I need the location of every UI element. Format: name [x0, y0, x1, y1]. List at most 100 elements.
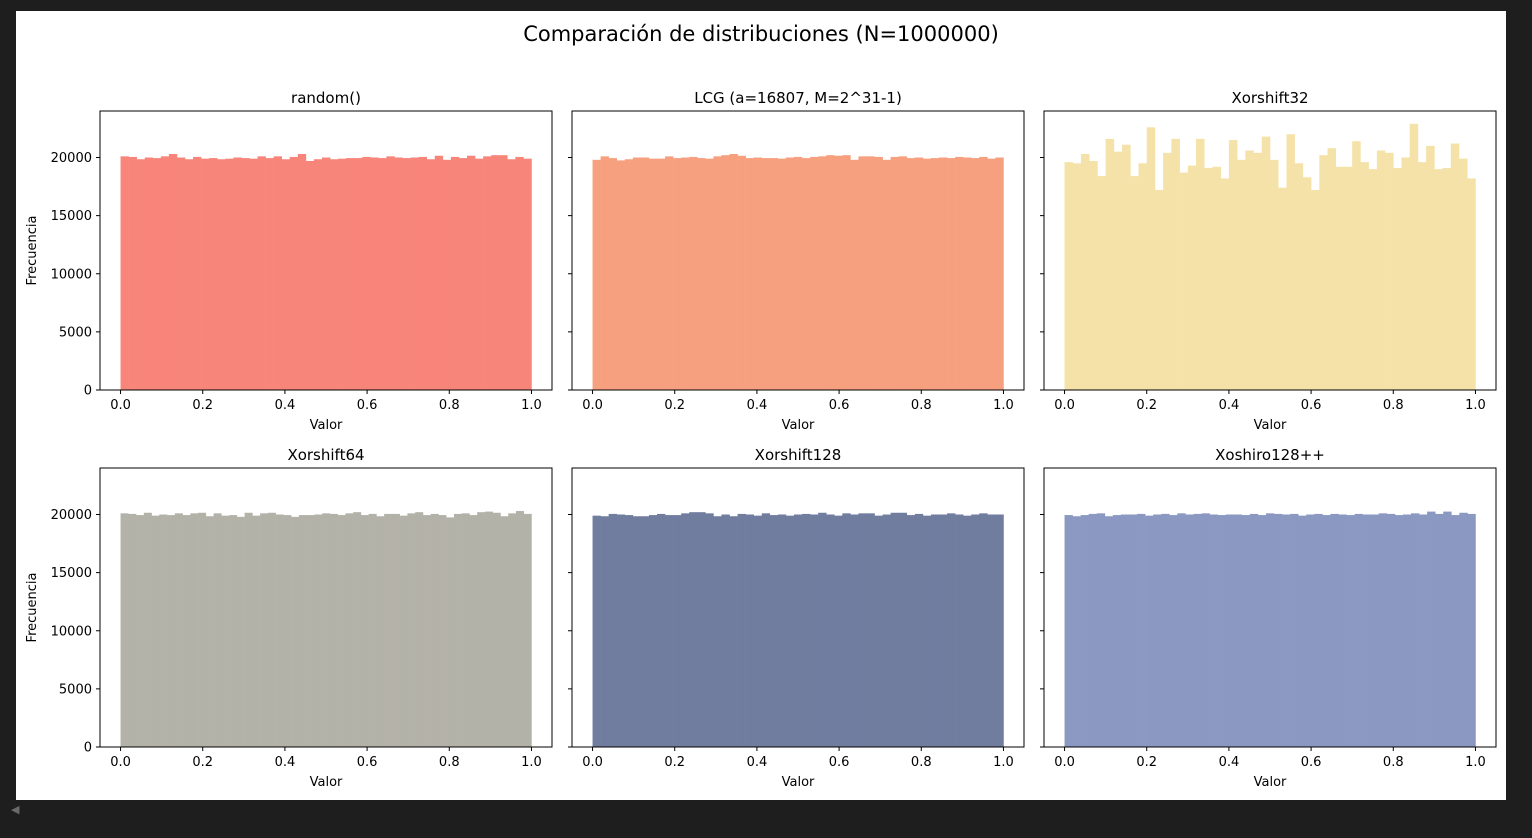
histogram-bar [143, 512, 152, 747]
x-tick-label: 0.4 [747, 398, 768, 413]
x-tick-label: 0.0 [110, 398, 131, 413]
histogram-bar [673, 515, 682, 747]
histogram-bar [632, 157, 642, 390]
histogram-bar [1179, 172, 1189, 390]
histogram-bar [483, 156, 492, 390]
x-tick-label: 0.8 [1383, 755, 1404, 770]
histogram-bar [265, 158, 274, 390]
histogram-bar [252, 515, 261, 747]
histogram-bar [963, 515, 972, 747]
histogram-bar [1193, 513, 1202, 747]
histogram-bar [1401, 157, 1411, 390]
histogram-bar [1330, 513, 1339, 747]
histogram-bar [1343, 166, 1353, 390]
histogram-bar [1145, 515, 1154, 747]
histogram-bar [737, 155, 746, 390]
histogram-bar [745, 514, 754, 747]
histogram-bar [190, 513, 199, 747]
histogram-bar [257, 156, 266, 390]
subplots-svg: 0.0 0.2 0.4 0.6 0.8 1.0 0 5000 10000 15000 20000 ra… [25, 89, 1497, 790]
histogram-bar [1335, 166, 1345, 390]
x-tick-label: 0.4 [275, 398, 296, 413]
histogram-bar [648, 158, 658, 390]
histogram-bar [979, 156, 988, 390]
histogram-bar [273, 156, 282, 390]
histogram-bar [1185, 514, 1194, 747]
histogram-bar [1105, 138, 1115, 390]
histogram-bar [1451, 515, 1460, 747]
histogram-bar [267, 512, 276, 747]
histogram-bar [697, 158, 706, 390]
x-tick-label: 1.0 [521, 755, 542, 770]
histogram-bar [236, 516, 245, 747]
y-tick-label: 10000 [51, 624, 92, 639]
histogram-bar [1233, 514, 1243, 747]
histogram-bar [167, 515, 176, 747]
histogram-bar [761, 513, 771, 747]
histogram-bar [1163, 152, 1172, 390]
histogram-bar [159, 514, 168, 747]
histogram-bar [858, 513, 867, 747]
histogram-bar [1241, 515, 1251, 747]
histogram-bar [229, 515, 238, 747]
histogram-bar [1278, 187, 1287, 390]
histogram-bar [729, 516, 738, 747]
histogram-bar [1146, 127, 1156, 391]
histogram-bar [1204, 167, 1213, 390]
histogram-bar [1209, 514, 1218, 747]
axes-frame [571, 467, 1025, 748]
histogram-bar [1064, 162, 1074, 390]
histogram-bar [938, 514, 948, 747]
histogram-bar [217, 159, 226, 390]
y-tick-label: 15000 [51, 566, 92, 581]
histogram-bar [410, 157, 419, 390]
histogram-bar [198, 512, 207, 747]
histogram-bar [1286, 134, 1295, 390]
histogram-bar [1072, 516, 1081, 747]
histogram-bar [1294, 163, 1304, 390]
histogram-bar [176, 157, 186, 390]
histogram-bar [632, 516, 642, 747]
histogram-bar [289, 156, 299, 390]
y-tick-label: 20000 [51, 508, 92, 523]
histogram-bar [624, 515, 634, 747]
histogram-bar [1394, 515, 1404, 747]
subplot-title: Xorshift64 [287, 446, 364, 464]
histogram-bar [930, 514, 940, 747]
histogram-bar [1171, 138, 1180, 390]
histogram-bar [777, 514, 787, 747]
histogram-bar [890, 512, 900, 747]
y-tick-label: 5000 [59, 325, 92, 340]
axes-frame [1043, 467, 1497, 748]
histogram-bar [657, 158, 666, 390]
histogram-bar [681, 513, 690, 747]
subplot-1: 0.0 0.2 0.4 0.6 0.8 1.0 0 5000 10000 15000 20000 ra… [25, 89, 553, 433]
histogram-bar [1088, 513, 1098, 747]
histogram-bar [484, 511, 493, 747]
histogram-bar [430, 513, 439, 747]
y-tick-label: 15000 [51, 209, 92, 224]
histogram-bar [1427, 511, 1436, 747]
x-tick-label: 0.4 [1219, 398, 1240, 413]
x-axis-label: Valor [1254, 775, 1287, 790]
histogram-bar [182, 515, 191, 747]
histogram-bar [810, 156, 819, 390]
scroll-left-icon[interactable]: ◀ [11, 803, 20, 816]
x-tick-label: 0.6 [1301, 398, 1322, 413]
histogram-bar [466, 155, 476, 390]
histogram-bar [330, 159, 339, 390]
histogram-bar [260, 513, 269, 747]
histogram-bar [1228, 140, 1238, 390]
histogram-bar [1459, 512, 1468, 747]
histogram-bar [882, 159, 891, 390]
histogram-bar [461, 513, 470, 747]
y-tick-label: 5000 [59, 682, 92, 697]
histogram-bar [882, 514, 891, 747]
histogram-bar [1450, 143, 1460, 390]
histogram-bar [600, 156, 609, 390]
x-axis-label: Valor [1254, 418, 1287, 433]
histogram-bar [346, 158, 355, 390]
x-axis-label: Valor [310, 418, 343, 433]
y-tick-label: 20000 [51, 151, 92, 166]
x-tick-label: 0.4 [1219, 755, 1240, 770]
